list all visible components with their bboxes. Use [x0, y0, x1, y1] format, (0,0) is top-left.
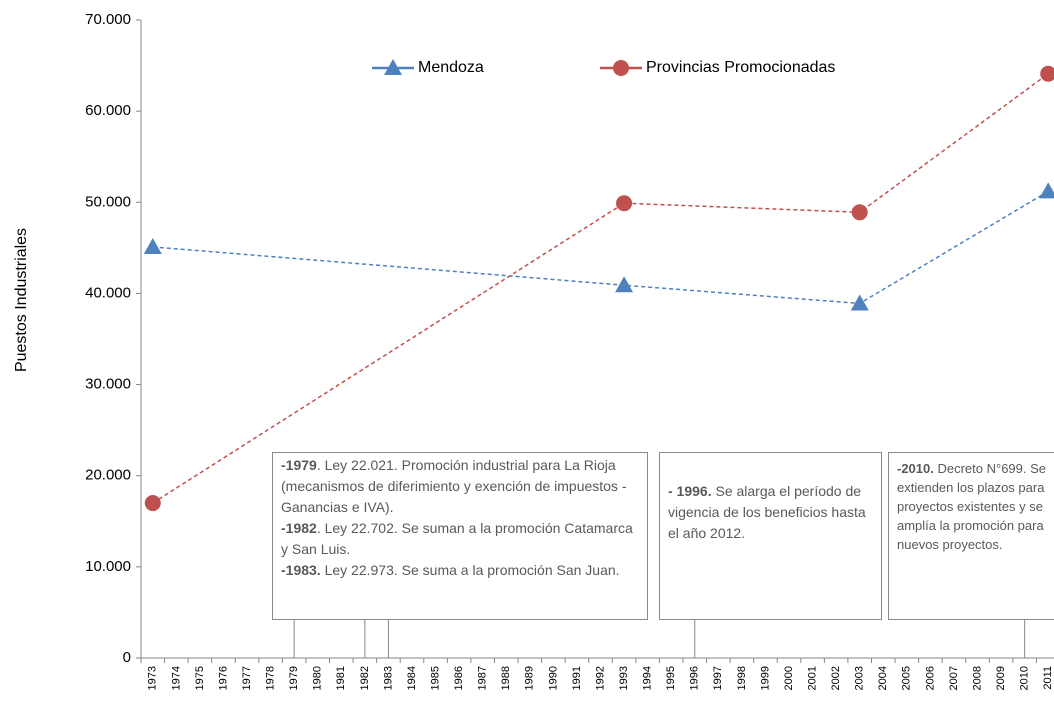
y-tick-label: 70.000	[85, 11, 131, 28]
x-tick-label: 1994	[642, 666, 654, 690]
annotation-text: . Ley 22.021. Promoción industrial para …	[281, 457, 627, 515]
annotation-text: Ley 22.973. Se suma a la promoción San J…	[320, 562, 620, 578]
x-tick-label: 2011	[1042, 666, 1054, 690]
x-tick-label: 1987	[477, 666, 489, 690]
y-axis-label: Puestos Industriales	[13, 228, 30, 372]
x-tick-label: 1980	[312, 666, 324, 690]
x-tick-label: 1985	[429, 666, 441, 690]
marker	[1040, 65, 1054, 82]
legend-marker	[613, 60, 629, 76]
x-tick-label: 2004	[877, 666, 889, 690]
x-tick-label: 1976	[217, 666, 229, 690]
x-tick-label: 2008	[971, 666, 983, 690]
y-tick-label: 50.000	[85, 193, 131, 210]
y-tick-label: 40.000	[85, 284, 131, 301]
annotation-text: . Ley 22.702. Se suman a la promoción Ca…	[281, 520, 633, 557]
x-tick-label: 1978	[265, 666, 277, 690]
y-tick-label: 10.000	[85, 558, 131, 575]
x-tick-label: 1974	[170, 666, 182, 690]
x-tick-label: 1989	[524, 666, 536, 690]
annotation-box: - 1996. Se alarga el período de vigencia…	[659, 452, 882, 620]
annotation-text: -1983.	[281, 562, 321, 578]
annotation-text: Se alarga el período de vigencia de los …	[668, 483, 866, 541]
x-tick-label: 1993	[618, 666, 630, 690]
annotation-box: -2010. Decreto N°699. Se extienden los p…	[888, 452, 1054, 620]
annotation-item: -1979. Ley 22.021. Promoción industrial …	[281, 455, 639, 518]
x-tick-label: 2001	[806, 666, 818, 690]
annotation-item: - 1996. Se alarga el período de vigencia…	[668, 481, 873, 544]
x-tick-label: 2002	[830, 666, 842, 690]
marker	[850, 294, 869, 311]
marker	[615, 276, 634, 293]
annotation-text: -1979	[281, 457, 317, 473]
y-tick-label: 60.000	[85, 102, 131, 119]
x-tick-label: 1982	[359, 666, 371, 690]
marker	[144, 495, 161, 512]
x-tick-label: 1986	[453, 666, 465, 690]
annotation-text: -2010.	[897, 461, 934, 476]
marker	[1039, 182, 1054, 199]
x-tick-label: 1973	[147, 666, 159, 690]
series-line	[152, 190, 1049, 305]
legend-label: Mendoza	[418, 59, 484, 76]
x-tick-label: 1999	[759, 666, 771, 690]
marker	[851, 204, 868, 221]
annotation-item: -1983. Ley 22.973. Se suma a la promoció…	[281, 560, 639, 581]
x-tick-label: 1979	[288, 666, 300, 690]
legend-marker	[384, 59, 402, 75]
annotation-box: -1979. Ley 22.021. Promoción industrial …	[272, 452, 648, 620]
annotation-text: Decreto N°699. Se extienden los plazos p…	[897, 461, 1047, 552]
x-tick-label: 2005	[901, 666, 913, 690]
x-tick-label: 2003	[854, 666, 866, 690]
series-line	[152, 73, 1049, 504]
x-tick-label: 2006	[924, 666, 936, 690]
x-tick-label: 2009	[995, 666, 1007, 690]
annotation-text: -1982	[281, 520, 317, 536]
annotation-item: -1982. Ley 22.702. Se suman a la promoci…	[281, 518, 639, 560]
x-tick-label: 1984	[406, 666, 418, 690]
y-tick-label: 30.000	[85, 376, 131, 393]
x-tick-label: 1992	[594, 666, 606, 690]
x-tick-label: 2010	[1019, 666, 1031, 690]
x-tick-label: 1995	[665, 666, 677, 690]
x-tick-label: 1991	[571, 666, 583, 690]
x-tick-label: 1988	[500, 666, 512, 690]
x-tick-label: 1975	[194, 666, 206, 690]
x-tick-label: 1996	[689, 666, 701, 690]
marker	[616, 195, 633, 212]
y-tick-label: 0	[123, 649, 131, 666]
x-tick-label: 1983	[382, 666, 394, 690]
x-tick-label: 2007	[948, 666, 960, 690]
x-tick-label: 1990	[547, 666, 559, 690]
y-tick-label: 20.000	[85, 467, 131, 484]
x-tick-label: 1997	[712, 666, 724, 690]
x-tick-label: 1981	[335, 666, 347, 690]
x-tick-label: 1977	[241, 666, 253, 690]
x-tick-label: 2000	[783, 666, 795, 690]
x-tick-label: 1998	[736, 666, 748, 690]
annotation-item: -2010. Decreto N°699. Se extienden los p…	[897, 459, 1049, 554]
legend-label: Provincias Promocionadas	[646, 59, 835, 76]
marker	[143, 237, 162, 254]
annotation-text: - 1996.	[668, 483, 712, 499]
